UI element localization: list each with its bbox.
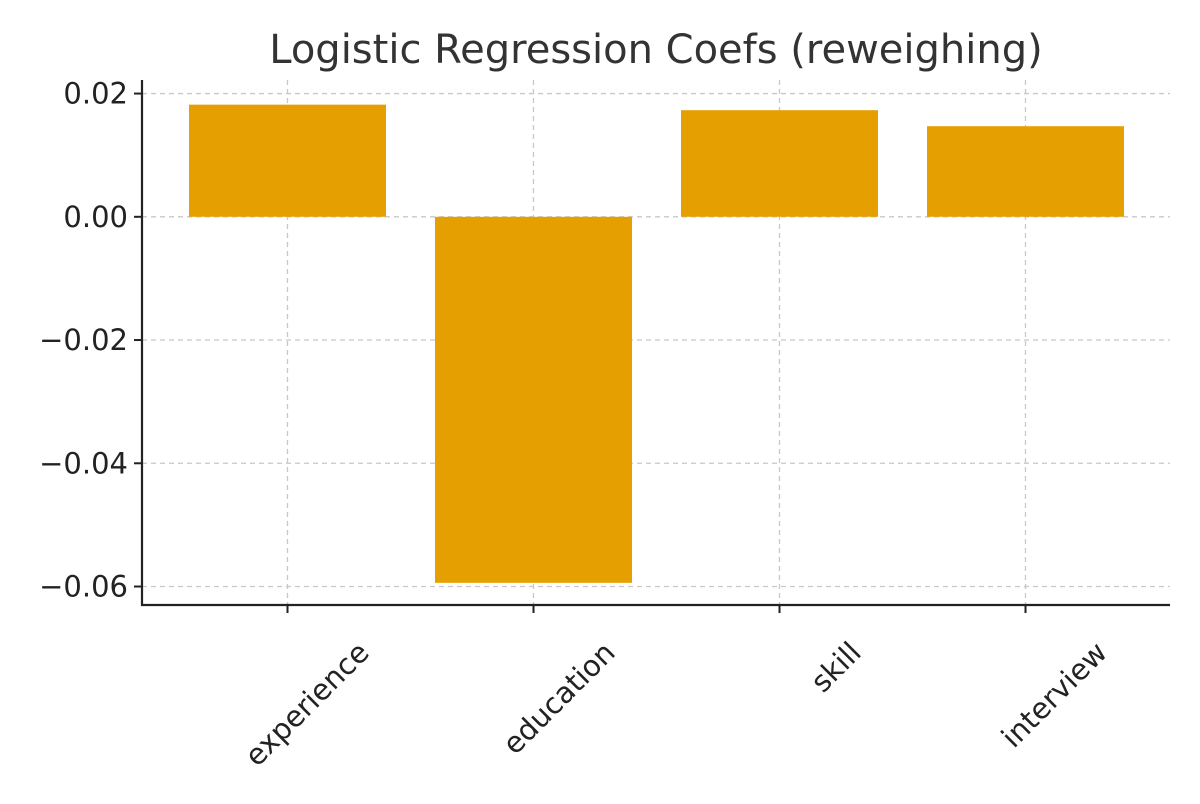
y-tick-label: −0.06 xyxy=(39,570,128,604)
y-tick-label: 0.00 xyxy=(63,200,128,234)
x-tick-label-education: education xyxy=(496,635,622,761)
axes xyxy=(140,80,1170,607)
x-tick-label-interview: interview xyxy=(995,635,1114,754)
y-tick-label: −0.02 xyxy=(39,323,128,357)
y-tick-label: 0.02 xyxy=(63,77,128,111)
bar-experience xyxy=(189,104,386,217)
bars xyxy=(189,104,1124,583)
x-tick-label-skill: skill xyxy=(804,635,868,699)
y-tick-label: −0.04 xyxy=(39,446,128,480)
bar-education xyxy=(435,216,632,583)
y-axis-ticks: 0.02 0.00 −0.02 −0.04 −0.06 xyxy=(39,77,142,604)
x-axis-ticks: experience education skill interview xyxy=(238,605,1114,773)
axis-spines xyxy=(140,80,1170,607)
bar-skill xyxy=(681,110,878,217)
bar-interview xyxy=(927,126,1124,217)
chart-title: Logistic Regression Coefs (reweighing) xyxy=(269,27,1042,73)
x-tick-label-experience: experience xyxy=(238,635,376,773)
